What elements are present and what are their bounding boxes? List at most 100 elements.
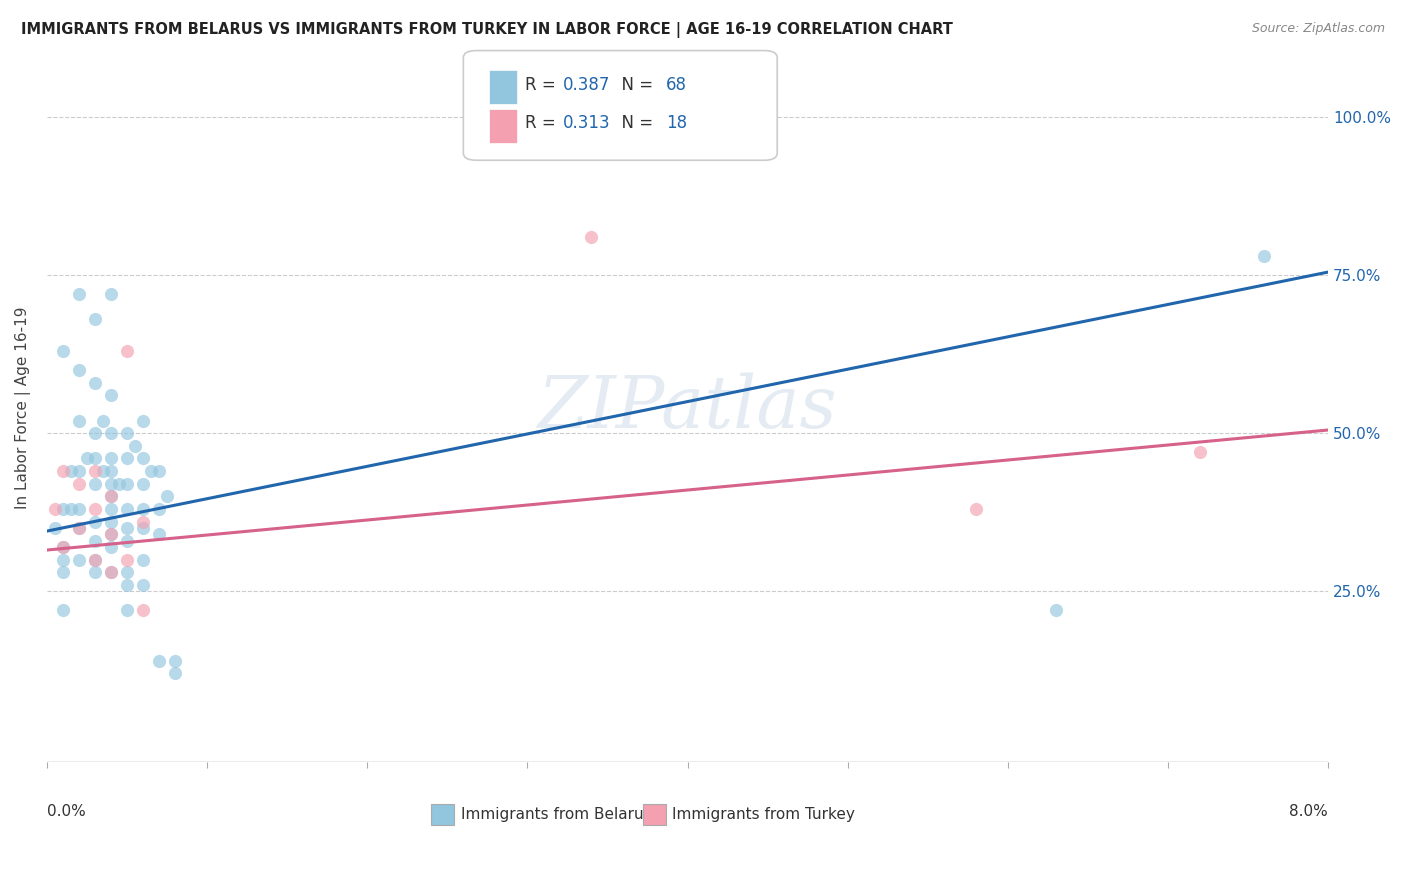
- Point: [115, 451, 138, 466]
- Point: [84, 552, 107, 566]
- Text: N =: N =: [610, 114, 658, 132]
- Point: [115, 476, 138, 491]
- Bar: [489, 70, 517, 103]
- Point: [115, 502, 138, 516]
- Point: [965, 502, 987, 516]
- Text: Immigrants from Belarus: Immigrants from Belarus: [461, 807, 651, 822]
- Point: [100, 426, 122, 441]
- Point: [84, 476, 107, 491]
- Text: R =: R =: [524, 114, 561, 132]
- Point: [124, 439, 146, 453]
- Point: [52, 540, 75, 554]
- Text: Source: ZipAtlas.com: Source: ZipAtlas.com: [1251, 22, 1385, 36]
- Point: [132, 413, 155, 427]
- Point: [100, 489, 122, 503]
- Point: [67, 476, 90, 491]
- Point: [91, 413, 114, 427]
- Point: [67, 521, 90, 535]
- Point: [115, 603, 138, 617]
- FancyBboxPatch shape: [464, 51, 778, 161]
- Point: [100, 527, 122, 541]
- Bar: [432, 804, 454, 825]
- Point: [52, 565, 75, 579]
- Point: [115, 565, 138, 579]
- Point: [100, 540, 122, 554]
- Point: [100, 565, 122, 579]
- Point: [581, 230, 603, 244]
- Point: [52, 502, 75, 516]
- Point: [100, 489, 122, 503]
- Point: [52, 344, 75, 359]
- Text: N =: N =: [610, 76, 658, 94]
- Point: [108, 476, 131, 491]
- Point: [84, 426, 107, 441]
- Point: [84, 312, 107, 326]
- Text: Immigrants from Turkey: Immigrants from Turkey: [672, 807, 855, 822]
- Point: [67, 502, 90, 516]
- Point: [1045, 603, 1067, 617]
- Point: [132, 552, 155, 566]
- Point: [84, 515, 107, 529]
- Bar: [643, 804, 666, 825]
- Point: [84, 451, 107, 466]
- Text: 8.0%: 8.0%: [1289, 804, 1329, 819]
- Point: [100, 502, 122, 516]
- Text: 0.387: 0.387: [564, 76, 610, 94]
- Point: [100, 476, 122, 491]
- Point: [100, 527, 122, 541]
- Text: IMMIGRANTS FROM BELARUS VS IMMIGRANTS FROM TURKEY IN LABOR FORCE | AGE 16-19 COR: IMMIGRANTS FROM BELARUS VS IMMIGRANTS FR…: [21, 22, 953, 38]
- Point: [84, 552, 107, 566]
- Point: [1189, 445, 1212, 459]
- Point: [132, 603, 155, 617]
- Text: 0.313: 0.313: [564, 114, 612, 132]
- Point: [91, 464, 114, 478]
- Point: [132, 502, 155, 516]
- Text: 68: 68: [666, 76, 686, 94]
- Point: [100, 388, 122, 402]
- Point: [132, 521, 155, 535]
- Point: [76, 451, 98, 466]
- Point: [84, 376, 107, 390]
- Point: [148, 654, 170, 668]
- Point: [115, 533, 138, 548]
- Point: [132, 451, 155, 466]
- Point: [165, 654, 187, 668]
- Point: [84, 565, 107, 579]
- Point: [132, 515, 155, 529]
- Bar: [489, 109, 517, 143]
- Point: [52, 540, 75, 554]
- Point: [139, 464, 162, 478]
- Point: [132, 476, 155, 491]
- Text: 18: 18: [666, 114, 688, 132]
- Point: [100, 451, 122, 466]
- Point: [100, 287, 122, 301]
- Point: [67, 287, 90, 301]
- Point: [52, 603, 75, 617]
- Point: [115, 426, 138, 441]
- Point: [67, 363, 90, 377]
- Point: [1253, 249, 1275, 263]
- Point: [52, 552, 75, 566]
- Point: [132, 578, 155, 592]
- Point: [148, 502, 170, 516]
- Text: R =: R =: [524, 76, 561, 94]
- Point: [67, 521, 90, 535]
- Point: [115, 578, 138, 592]
- Point: [156, 489, 179, 503]
- Point: [44, 502, 66, 516]
- Point: [100, 515, 122, 529]
- Point: [148, 464, 170, 478]
- Point: [165, 666, 187, 681]
- Point: [59, 502, 82, 516]
- Text: ZIPatlas: ZIPatlas: [537, 373, 838, 443]
- Point: [67, 464, 90, 478]
- Point: [115, 521, 138, 535]
- Point: [67, 552, 90, 566]
- Point: [100, 464, 122, 478]
- Text: 0.0%: 0.0%: [46, 804, 86, 819]
- Y-axis label: In Labor Force | Age 16-19: In Labor Force | Age 16-19: [15, 307, 31, 509]
- Point: [67, 413, 90, 427]
- Point: [84, 502, 107, 516]
- Point: [115, 344, 138, 359]
- Point: [148, 527, 170, 541]
